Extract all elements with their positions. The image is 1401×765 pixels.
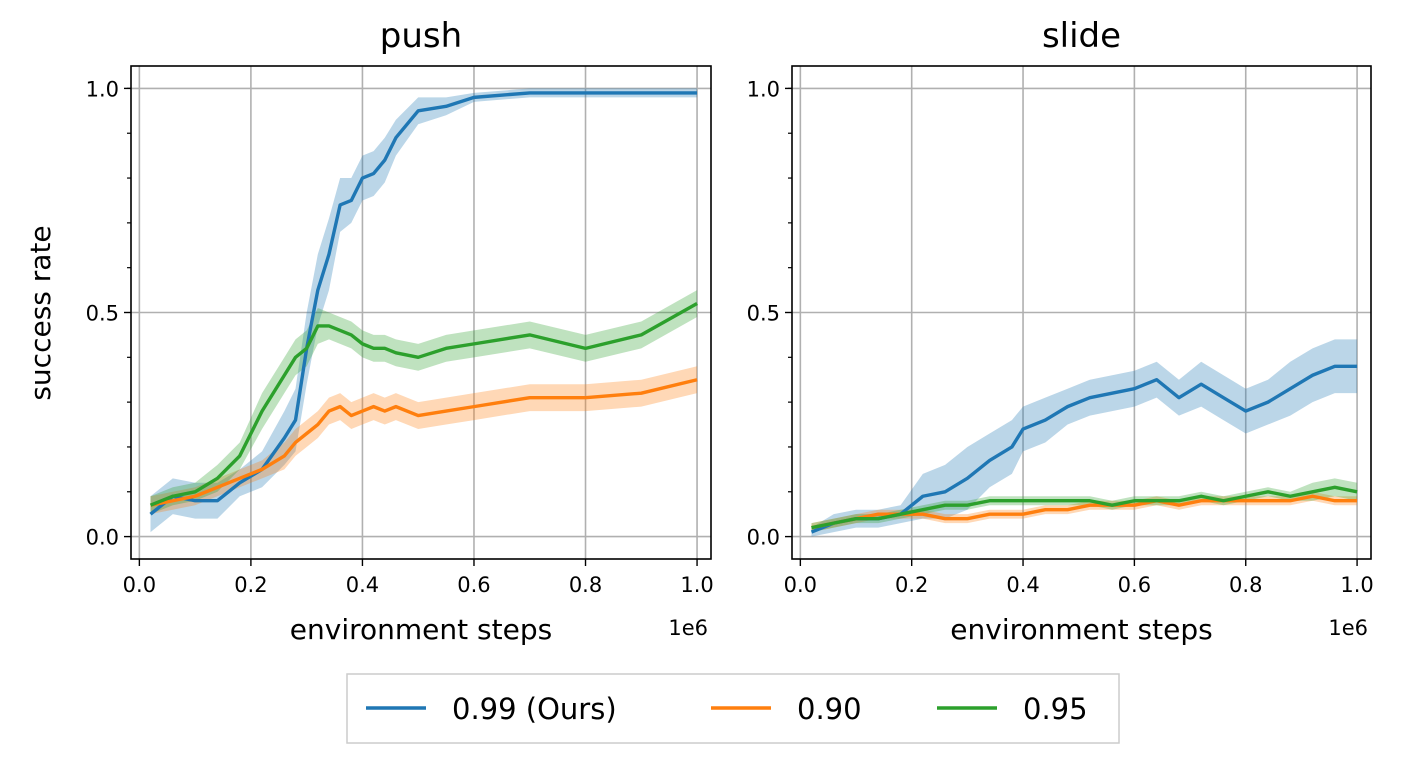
y-tick-label: 0.5 — [86, 302, 119, 326]
series-line-2 — [811, 485, 1358, 530]
y-tick-label: 1.0 — [86, 77, 119, 101]
series-line-0 — [810, 364, 1358, 534]
x-tick-label: 0.6 — [457, 573, 490, 597]
x-tick-label: 0.2 — [895, 573, 928, 597]
panel-title: push — [380, 16, 462, 56]
series-band-0 — [811, 339, 1358, 537]
legend-label-ours: 0.99 (Ours) — [452, 692, 617, 726]
y-axis-label: success rate — [24, 225, 57, 400]
slide-panel: 0.0 0.2 0.4 0.6 0.8 1.0 0.0 0.5 1.0 1e6 environmen… — [747, 16, 1374, 646]
y-tick-label: 0.5 — [747, 302, 780, 326]
legend-item-ours: 0.99 (Ours) — [366, 692, 617, 726]
x-offset-label: 1e6 — [1328, 616, 1368, 640]
legend-label-090: 0.90 — [797, 692, 862, 726]
x-tick-label: 0.0 — [784, 573, 817, 597]
series-band-2 — [150, 290, 698, 515]
y-tick-label: 0.0 — [86, 526, 119, 550]
x-offset-label: 1e6 — [668, 616, 708, 640]
x-tick-label: 1.0 — [680, 573, 713, 597]
series-band-0 — [150, 88, 698, 533]
y-tick-label: 1.0 — [747, 77, 780, 101]
x-axis-label: environment steps — [950, 613, 1212, 646]
push-panel: 0.0 0.2 0.4 0.6 0.8 1.0 0.0 0.5 1.0 1e6 environmen… — [86, 16, 714, 646]
legend-item-095: 0.95 — [937, 692, 1088, 726]
legend: 0.99 (Ours) 0.90 0.95 — [346, 673, 1120, 744]
series-line-0 — [149, 91, 698, 516]
x-axis-label: environment steps — [290, 613, 552, 646]
x-tick-label: 0.0 — [123, 573, 156, 597]
y-tick-label: 0.0 — [747, 526, 780, 550]
x-tick-label: 0.8 — [1229, 573, 1262, 597]
x-tick-label: 0.4 — [1006, 573, 1039, 597]
x-tick-label: 1.0 — [1340, 573, 1373, 597]
series-band-1 — [150, 366, 698, 515]
series-line-2 — [149, 302, 698, 507]
x-tick-label: 0.4 — [346, 573, 379, 597]
x-tick-label: 0.2 — [234, 573, 267, 597]
panel-title: slide — [1042, 16, 1121, 56]
x-tick-label: 0.6 — [1118, 573, 1151, 597]
series-line-1 — [150, 378, 698, 507]
legend-item-090: 0.90 — [711, 692, 862, 726]
x-tick-label: 0.8 — [569, 573, 602, 597]
legend-label-095: 0.95 — [1023, 692, 1088, 726]
